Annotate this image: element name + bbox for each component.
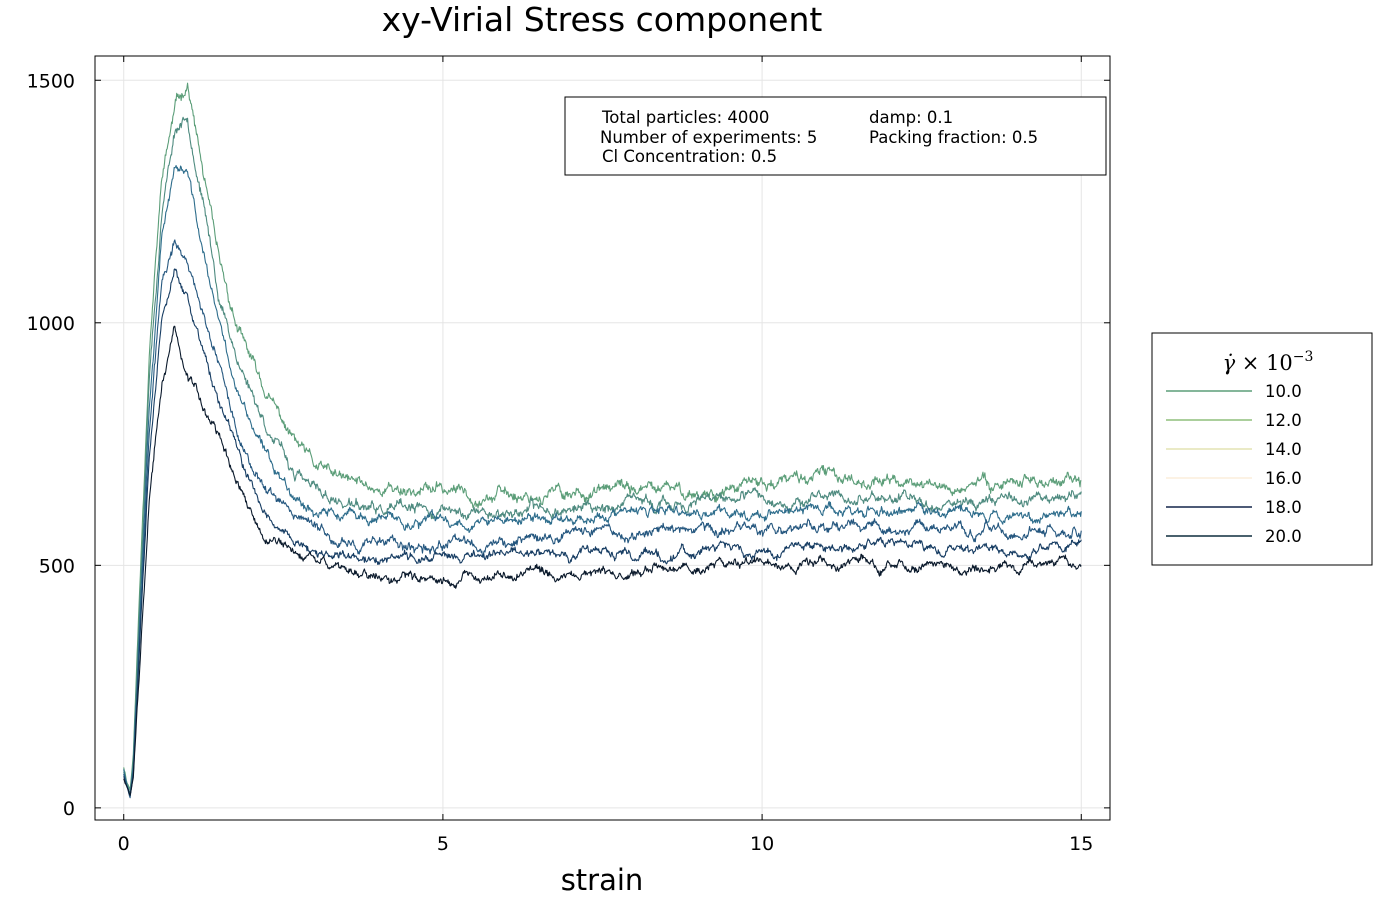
series-layer bbox=[123, 82, 1082, 799]
y-tick-label: 500 bbox=[39, 555, 75, 577]
legend-label-14.0: 14.0 bbox=[1265, 440, 1302, 459]
chart-title: xy-Virial Stress component bbox=[382, 0, 823, 39]
y-axis-ticks: 0 500 1000 1500 bbox=[27, 70, 1110, 820]
legend-title: γ̇ × 10−3 bbox=[1223, 349, 1314, 375]
series-line-12.0 bbox=[123, 116, 1082, 795]
annotation-total-particles: Total particles: 4000 bbox=[601, 108, 769, 127]
x-tick-label: 10 bbox=[750, 833, 774, 855]
y-tick-label: 1500 bbox=[27, 70, 75, 92]
annotation-damp: damp: 0.1 bbox=[869, 108, 953, 127]
annotation-experiments: Number of experiments: 5 bbox=[600, 128, 817, 147]
x-axis-label: strain bbox=[561, 863, 644, 897]
x-tick-label: 0 bbox=[118, 833, 130, 855]
x-tick-label: 15 bbox=[1069, 833, 1093, 855]
legend-label-20.0: 20.0 bbox=[1265, 527, 1302, 546]
y-gridlines bbox=[95, 79, 1110, 809]
legend-label-10.0: 10.0 bbox=[1265, 382, 1302, 401]
series-line-10.0 bbox=[123, 82, 1082, 791]
legend-label-16.0: 16.0 bbox=[1265, 469, 1302, 488]
series-line-20.0 bbox=[123, 325, 1082, 796]
x-axis-ticks: 0 5 10 15 bbox=[118, 56, 1093, 855]
x-gridlines bbox=[123, 56, 1082, 820]
legend: γ̇ × 10−3 10.0 12.0 14.0 16.0 18.0 20.0 bbox=[1151, 332, 1373, 566]
plot-area bbox=[95, 56, 1110, 820]
annotation-box: Total particles: 4000 damp: 0.1 Number o… bbox=[564, 96, 1107, 176]
series-line-16.0 bbox=[123, 239, 1082, 799]
annotation-packing-fraction: Packing fraction: 0.5 bbox=[869, 128, 1038, 147]
series-line-18.0 bbox=[123, 268, 1082, 797]
plot-frame bbox=[94, 55, 1111, 821]
x-tick-label: 5 bbox=[437, 833, 449, 855]
annotation-cl-concentration: Cl Concentration: 0.5 bbox=[602, 147, 777, 166]
legend-label-18.0: 18.0 bbox=[1265, 498, 1302, 517]
y-tick-label: 0 bbox=[63, 798, 75, 820]
legend-items: 10.0 12.0 14.0 16.0 18.0 20.0 bbox=[1166, 382, 1302, 546]
legend-label-12.0: 12.0 bbox=[1265, 411, 1302, 430]
series-line-14.0 bbox=[123, 165, 1082, 796]
y-tick-label: 1000 bbox=[27, 313, 75, 335]
